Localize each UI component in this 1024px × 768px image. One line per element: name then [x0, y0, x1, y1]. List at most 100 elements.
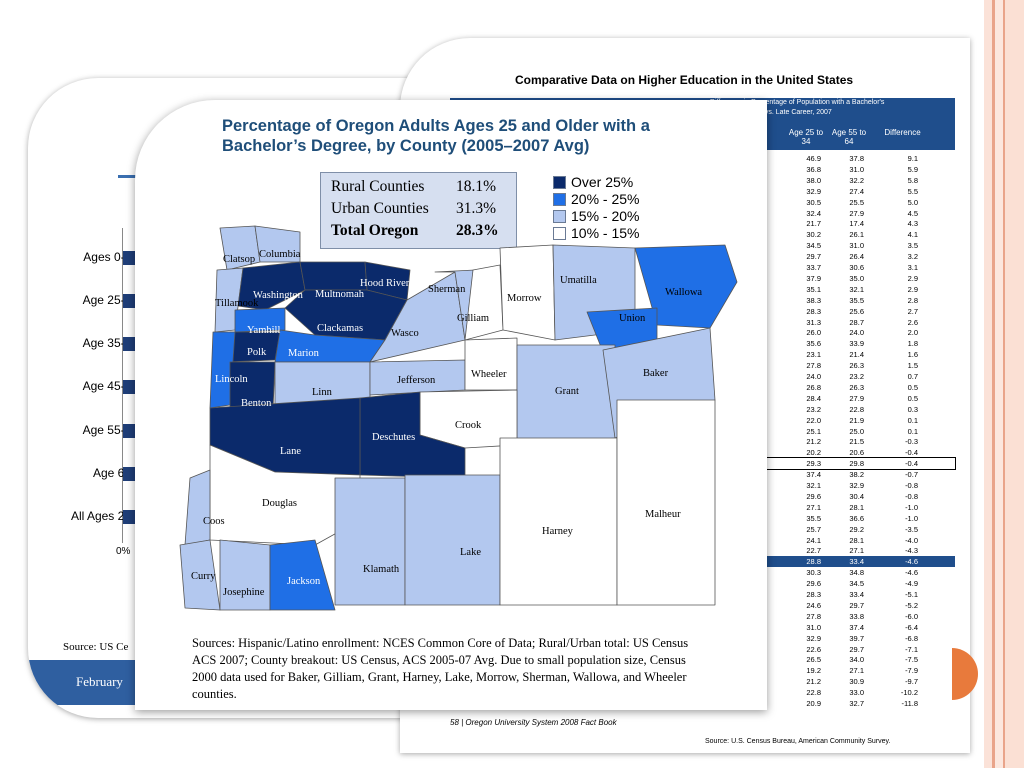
table-cell-late: 34.5 — [849, 579, 864, 589]
label-linn: Linn — [312, 387, 333, 398]
table-cell-diff: 3.1 — [907, 263, 918, 272]
county-morrow — [499, 244, 556, 341]
label-umatilla: Umatilla — [560, 275, 597, 286]
table-cell-early: 46.9 — [806, 154, 821, 163]
county-union — [586, 307, 658, 353]
footer-text: February — [76, 674, 123, 689]
table-cell-late: 29.7 — [849, 644, 864, 654]
table-cell-late: 28.7 — [849, 317, 864, 327]
table-cell-late: 25.5 — [849, 197, 864, 207]
table-cell-diff: 1.6 — [907, 350, 918, 360]
table-cell-diff: -7.1 — [905, 644, 918, 654]
county-malheur — [616, 399, 716, 606]
table-cell-late: 20.6 — [849, 448, 864, 458]
table-cell-late: 28.1 — [849, 502, 864, 512]
table-cell-early: 28.4 — [806, 393, 821, 403]
table-cell-early: 24.6 — [806, 600, 821, 610]
label-lane: Lane — [280, 446, 301, 457]
label-jefferson: Jefferson — [397, 375, 436, 386]
table-cell-late: 38.2 — [849, 470, 864, 480]
table-cell-early: 29.6 — [806, 491, 821, 501]
table-cell-late: 36.6 — [849, 513, 864, 523]
table-cell-early: 25.1 — [806, 426, 821, 436]
table-cell-early: 31.3 — [806, 317, 821, 327]
label-josephine: Josephine — [223, 587, 265, 598]
table-cell-diff: -6.4 — [905, 622, 918, 632]
table-cell-early: 35.6 — [806, 339, 821, 349]
table-cell-early: 22.7 — [806, 546, 821, 556]
edge-stripes — [984, 0, 1024, 768]
table-row: 25.7 29.2 -3.5 — [710, 524, 955, 535]
table-cell-diff: -7.5 — [905, 655, 918, 665]
label-malheur: Malheur — [645, 509, 681, 520]
table-cell-diff: 1.8 — [907, 339, 918, 349]
table-row: 27.8 33.8 -6.0 — [710, 611, 955, 622]
table-cell-early: 32.9 — [806, 633, 821, 643]
table-row: 28.8 33.4 -4.6 — [710, 556, 955, 568]
label-benton: Benton — [241, 398, 272, 409]
table-cell-late: 34.8 — [849, 568, 864, 578]
table-cell-late: 32.7 — [849, 699, 864, 708]
table-row: 26.0 24.0 2.0 — [710, 327, 955, 338]
county-coos — [184, 469, 211, 546]
label-marion: Marion — [288, 348, 320, 359]
table-cell-diff: -4.3 — [905, 546, 918, 556]
county-crook — [419, 389, 518, 449]
table-row: 26.8 26.3 0.5 — [710, 382, 955, 393]
table-row: 22.6 29.7 -7.1 — [710, 644, 955, 655]
county-clatsop — [219, 225, 261, 271]
label-coos: Coos — [203, 516, 225, 527]
col-early: Age 25 to 34 — [788, 128, 824, 146]
county-wheeler — [464, 337, 518, 391]
table-cell-late: 27.1 — [849, 546, 864, 556]
label-klamath: Klamath — [363, 564, 400, 575]
table-cell-early: 21.7 — [806, 219, 821, 229]
table-cell-early: 36.8 — [806, 164, 821, 174]
table-cell-late: 29.8 — [849, 459, 864, 469]
label-lincoln: Lincoln — [215, 374, 248, 385]
label-tillamook: Tillamook — [215, 298, 259, 309]
label-clatsop: Clatsop — [223, 254, 255, 265]
table-row: 38.3 35.5 2.8 — [710, 295, 955, 306]
table-cell-late: 26.1 — [849, 230, 864, 240]
table-cell-diff: 0.5 — [907, 382, 918, 392]
oregon-map-card: Percentage of Oregon Adults Ages 25 and … — [135, 100, 767, 710]
table-cell-diff: -6.0 — [905, 611, 918, 621]
table-footer: 58 | Oregon University System 2008 Fact … — [450, 718, 617, 727]
col-diff: Difference — [884, 128, 921, 137]
table-cell-late: 32.9 — [849, 481, 864, 490]
table-cell-early: 32.9 — [806, 186, 821, 196]
table-row: 26.5 34.0 -7.5 — [710, 654, 955, 665]
county-gilliam — [464, 264, 504, 341]
table-cell-late: 35.0 — [849, 273, 864, 283]
table-cell-early: 37.9 — [806, 273, 821, 283]
table-cell-diff: 4.1 — [907, 230, 918, 240]
table-cell-late: 33.4 — [849, 590, 864, 599]
label-wheeler: Wheeler — [471, 369, 507, 380]
table-cell-diff: 5.5 — [907, 186, 918, 196]
table-cell-diff: -0.8 — [905, 481, 918, 490]
table-row: 29.6 34.5 -4.9 — [710, 578, 955, 589]
table-row: 33.7 30.6 3.1 — [710, 262, 955, 273]
label-harney: Harney — [542, 526, 574, 537]
chart-axis — [122, 228, 123, 543]
table-cell-diff: 2.0 — [907, 328, 918, 338]
table-cell-diff: -0.4 — [905, 459, 918, 469]
table-cell-diff: 9.1 — [907, 154, 918, 163]
table-cell-early: 35.1 — [806, 284, 821, 294]
table-cell-late: 33.0 — [849, 688, 864, 698]
label-wallowa: Wallowa — [665, 287, 702, 298]
table-cell-diff: 2.9 — [907, 273, 918, 283]
table-cell-diff: 0.1 — [907, 426, 918, 436]
county-lincoln — [209, 331, 236, 409]
label-gilliam: Gilliam — [457, 313, 489, 324]
label-washington: Washington — [253, 290, 304, 301]
table-cell-early: 28.3 — [806, 306, 821, 316]
table-cell-early: 27.1 — [806, 502, 821, 512]
table-cell-early: 31.0 — [806, 622, 821, 632]
table-cell-early: 28.8 — [806, 557, 821, 567]
table-cell-early: 24.1 — [806, 535, 821, 545]
table-cell-early: 20.2 — [806, 448, 821, 458]
table-cell-diff: -4.0 — [905, 535, 918, 545]
table-row: 21.2 21.5 -0.3 — [710, 436, 955, 447]
